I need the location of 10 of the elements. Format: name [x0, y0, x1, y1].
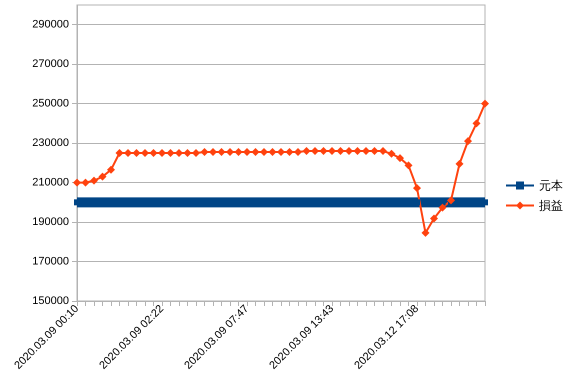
- legend-label: 損益: [539, 198, 563, 212]
- y-tick-label: 210000: [32, 176, 69, 189]
- y-tick-label: 250000: [32, 98, 69, 110]
- y-tick-label: 290000: [32, 18, 69, 31]
- legend-label: 元本: [539, 178, 563, 192]
- y-tick-label: 230000: [32, 137, 69, 150]
- y-tick-label: 190000: [32, 216, 69, 228]
- y-tick-label: 170000: [32, 256, 69, 268]
- y-tick-label: 270000: [32, 58, 69, 70]
- y-tick-label: 150000: [32, 295, 69, 307]
